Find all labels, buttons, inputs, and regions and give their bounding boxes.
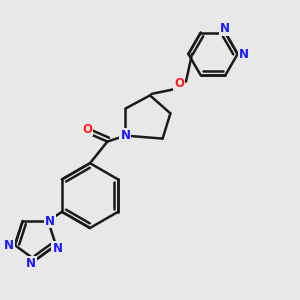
Text: O: O (174, 77, 184, 90)
Text: N: N (220, 22, 230, 35)
Text: N: N (52, 242, 62, 255)
Text: N: N (45, 214, 55, 227)
Text: N: N (239, 47, 249, 61)
Text: N: N (4, 239, 14, 252)
Text: N: N (120, 129, 130, 142)
Text: O: O (82, 122, 92, 136)
Text: N: N (26, 256, 36, 270)
